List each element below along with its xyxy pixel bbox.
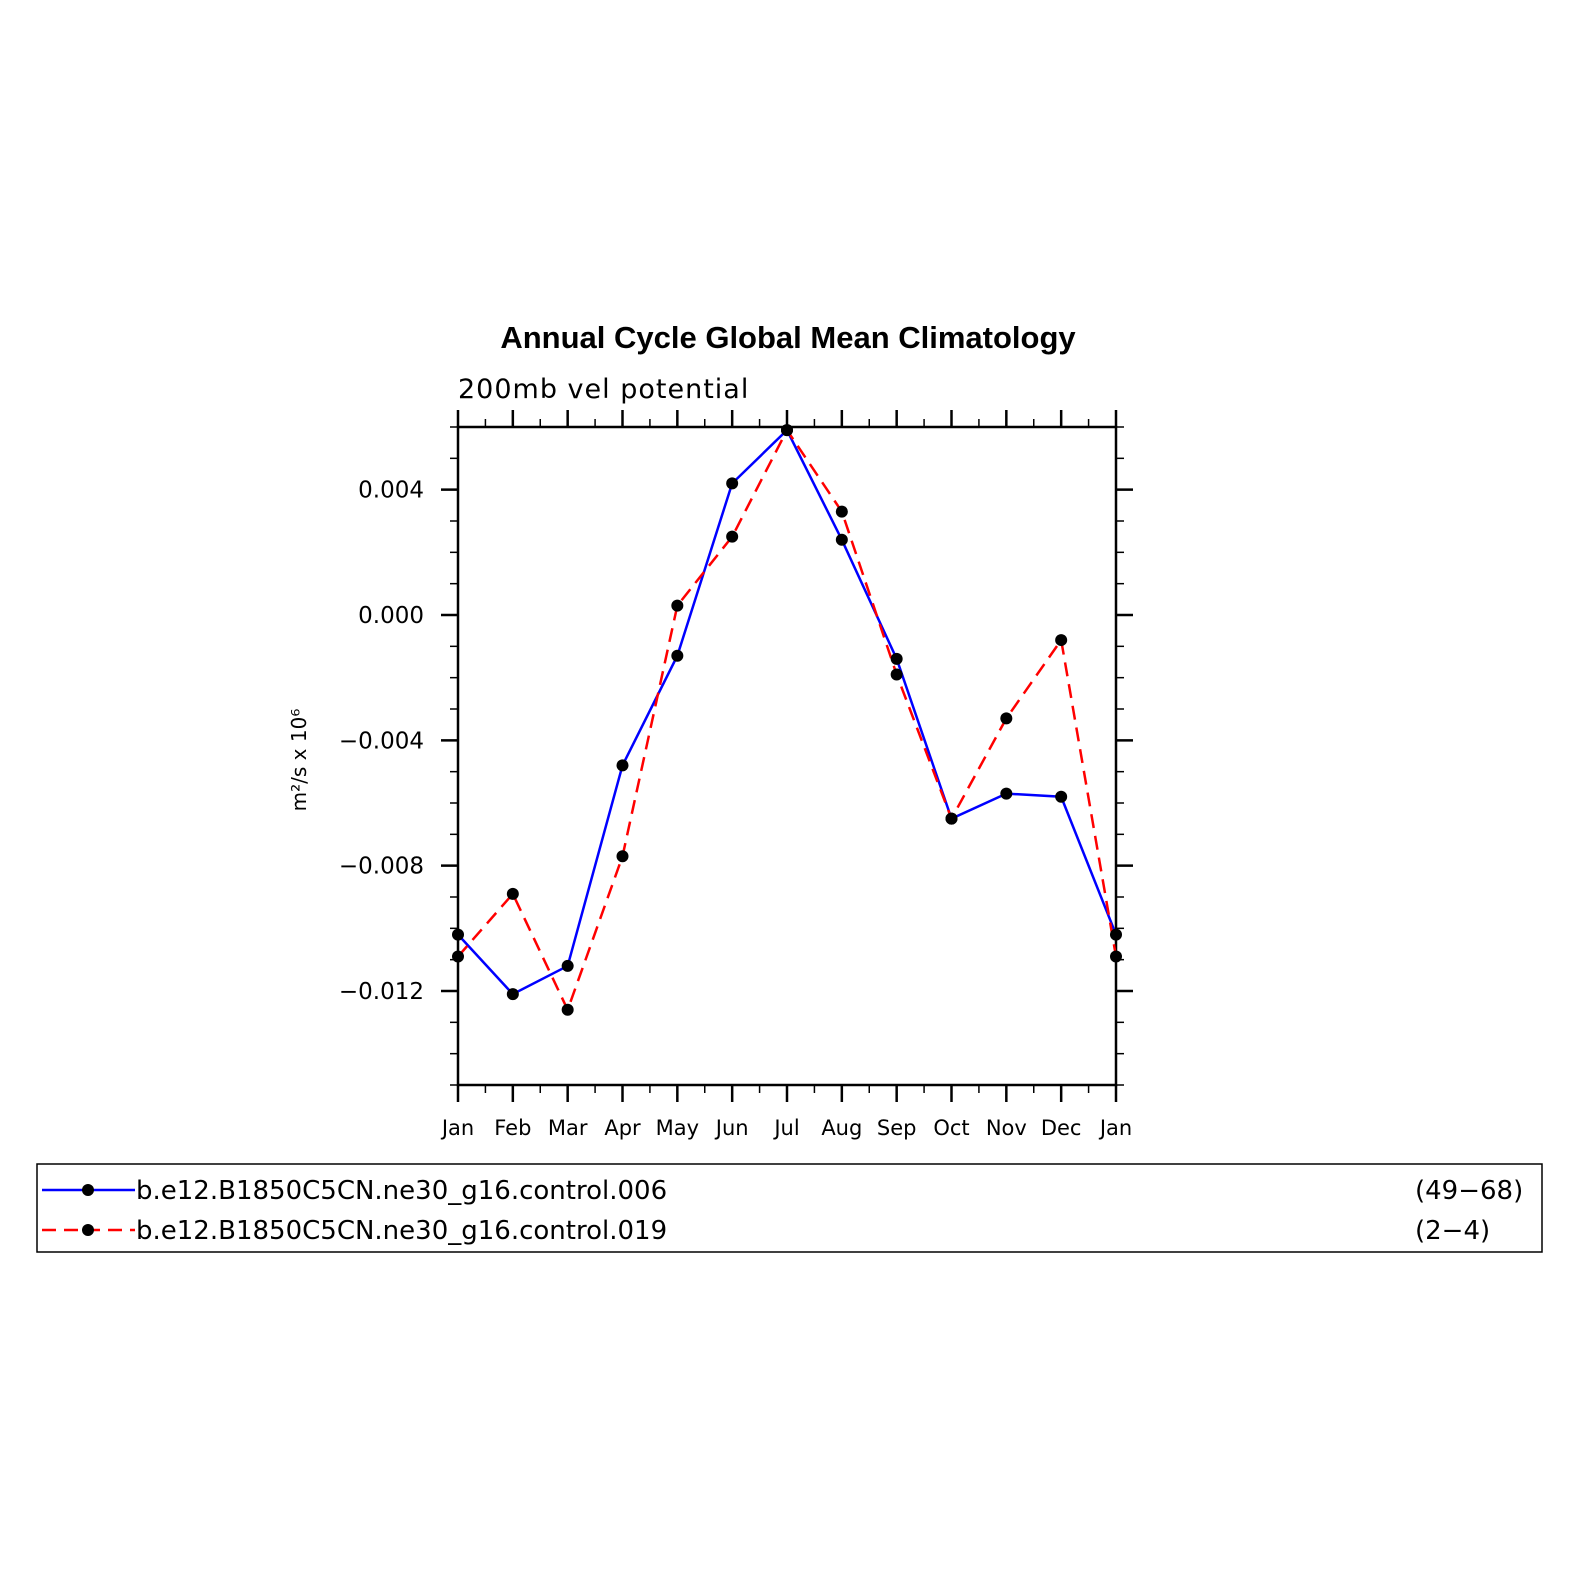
series-1-point: [890, 652, 903, 665]
x-tick-label: Feb: [494, 1116, 531, 1140]
series-2-point: [781, 424, 793, 437]
series-2-point: [835, 505, 848, 518]
x-tick-label: Jan: [1098, 1116, 1132, 1140]
series-2-point: [945, 812, 958, 825]
series-2-point: [1055, 634, 1068, 647]
x-tick-label: Mar: [548, 1116, 588, 1140]
series-1-point: [506, 988, 519, 1001]
x-tick-label: Jun: [714, 1116, 749, 1140]
x-tick-label: Nov: [986, 1116, 1027, 1140]
series-layer: [452, 424, 1122, 1016]
series-line-2: [457, 427, 1118, 1014]
series-2-point: [1110, 950, 1122, 963]
legend-years-2: (2−4): [1415, 1216, 1490, 1246]
y-tick-label: 0.004: [358, 478, 424, 504]
y-tick-label: −0.008: [339, 854, 424, 880]
series-2-point: [506, 887, 519, 900]
series-1-point: [835, 533, 848, 546]
x-tick-label: Jul: [772, 1116, 799, 1140]
x-tick-label: Aug: [821, 1116, 862, 1140]
series-2-point: [890, 668, 903, 681]
series-2-point: [671, 599, 684, 612]
series-1-point: [1110, 928, 1122, 941]
x-tick-label: Jan: [440, 1116, 474, 1140]
x-tick-label: Oct: [933, 1116, 969, 1140]
chart-subtitle: 200mb vel potential: [458, 374, 749, 405]
chart-title: Annual Cycle Global Mean Climatology: [500, 320, 1076, 355]
series-1-point: [1000, 787, 1013, 800]
legend-years-1: (49−68): [1415, 1176, 1523, 1206]
series-2-point: [616, 850, 629, 863]
x-tick-label: May: [656, 1116, 699, 1140]
series-line-1: [457, 428, 1118, 996]
series-1-point: [1055, 790, 1068, 803]
legend-marker-1: [82, 1184, 94, 1196]
y-tick-label: 0.000: [358, 603, 424, 629]
legend: b.e12.B1850C5CN.ne30_g16.control.006 (49−…: [36, 1163, 1543, 1253]
series-2-point: [561, 1003, 574, 1016]
y-tick-label: −0.004: [339, 728, 424, 754]
y-axis-label: m²/s x 10⁶: [287, 709, 311, 812]
series-1-point: [452, 928, 464, 941]
x-tick-label: Sep: [877, 1116, 917, 1140]
x-tick-label: Dec: [1041, 1116, 1082, 1140]
y-tick-label: −0.012: [339, 979, 424, 1005]
axes: Jan Feb Mar Apr May Jun Jul Aug Sep Oct Nov Dec Jan 0…: [339, 410, 1133, 1140]
series-1-point: [561, 959, 574, 972]
legend-label-2: b.e12.B1850C5CN.ne30_g16.control.019: [136, 1216, 667, 1246]
series-2-point: [452, 950, 464, 963]
x-tick-label: Apr: [604, 1116, 641, 1140]
legend-label-1: b.e12.B1850C5CN.ne30_g16.control.006: [136, 1176, 667, 1206]
series-1-point: [616, 759, 629, 772]
legend-marker-2: [82, 1224, 94, 1236]
series-1-point: [671, 649, 684, 662]
series-2-point: [1000, 712, 1013, 725]
legend-box: [36, 1163, 1543, 1253]
series-1-point: [726, 477, 739, 490]
series-2-point: [726, 530, 739, 543]
